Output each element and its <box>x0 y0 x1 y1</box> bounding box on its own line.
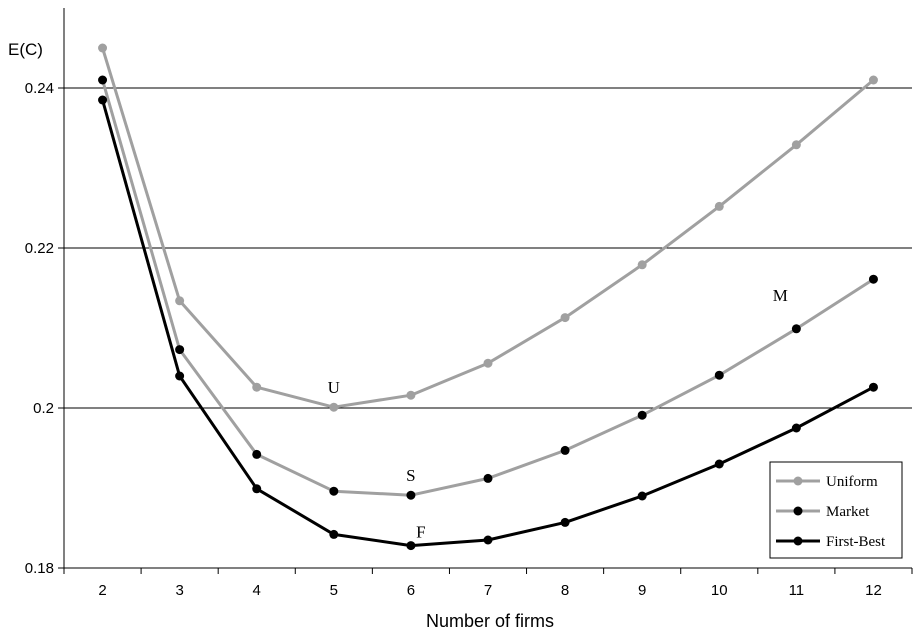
x-tick-label: 10 <box>711 582 728 599</box>
x-tick-label: 12 <box>865 582 882 599</box>
data-point-uniform <box>406 390 416 400</box>
data-point-market <box>714 370 724 380</box>
data-point-first-best <box>175 371 185 381</box>
data-point-first-best <box>560 517 570 527</box>
data-point-market <box>791 324 801 334</box>
x-axis-label: Number of firms <box>426 611 554 631</box>
series-lines <box>98 43 878 551</box>
data-point-first-best <box>329 529 339 539</box>
x-tick-label: 4 <box>253 582 261 599</box>
legend-marker-market <box>793 506 803 516</box>
data-point-first-best <box>637 491 647 501</box>
data-point-uniform <box>637 260 647 270</box>
data-point-market <box>868 274 878 284</box>
legend-marker-first-best <box>793 536 803 546</box>
data-point-uniform <box>868 75 878 85</box>
legend-marker-uniform <box>793 476 803 486</box>
data-point-first-best <box>791 423 801 433</box>
data-point-market <box>406 490 416 500</box>
x-tick-label: 5 <box>330 582 338 599</box>
data-point-first-best <box>483 535 493 545</box>
y-tick-label: 0.18 <box>25 560 54 577</box>
legend-label-first-best: First-Best <box>826 534 886 550</box>
data-point-market <box>637 410 647 420</box>
data-point-market <box>98 75 108 85</box>
data-point-uniform <box>329 402 339 412</box>
data-point-uniform <box>483 358 493 368</box>
legend: Uniform Market First-Best <box>769 461 903 559</box>
data-point-market <box>483 473 493 483</box>
legend-label-uniform: Uniform <box>826 474 878 490</box>
y-tick-label: 0.24 <box>25 80 54 97</box>
y-tick-label: 0.22 <box>25 240 54 257</box>
data-point-market <box>329 486 339 496</box>
data-point-market <box>560 445 570 455</box>
data-point-first-best <box>714 459 724 469</box>
y-axis-label: E(C) <box>8 40 43 59</box>
x-tick-label: 11 <box>789 582 805 599</box>
x-tick-label: 8 <box>561 582 569 599</box>
data-point-first-best <box>252 484 262 494</box>
y-tick-label: 0.2 <box>33 400 54 417</box>
annotation-m: M <box>773 286 788 305</box>
x-tick-label: 2 <box>98 582 106 599</box>
data-point-uniform <box>560 313 570 323</box>
data-point-first-best <box>868 382 878 392</box>
data-point-uniform <box>714 201 724 211</box>
axes: 0.18 0.2 0.22 0.24 2 3 4 5 6 7 8 9 10 11 12 <box>25 8 913 599</box>
data-point-uniform <box>175 296 185 306</box>
x-tick-label: 9 <box>638 582 646 599</box>
annotation-f: F <box>416 523 425 542</box>
data-point-first-best <box>406 541 416 551</box>
data-point-uniform <box>252 382 262 392</box>
data-point-uniform <box>791 140 801 150</box>
legend-label-market: Market <box>826 504 870 520</box>
annotation-s: S <box>406 466 415 485</box>
x-tick-label: 7 <box>484 582 492 599</box>
data-point-uniform <box>98 43 108 53</box>
data-point-first-best <box>98 95 108 105</box>
x-tick-label: 3 <box>175 582 183 599</box>
x-tick-label: 6 <box>407 582 415 599</box>
data-point-market <box>252 449 262 459</box>
data-point-market <box>175 345 185 355</box>
annotations: U S F M <box>328 286 788 542</box>
annotation-u: U <box>328 378 340 397</box>
grid-lines <box>64 87 912 409</box>
